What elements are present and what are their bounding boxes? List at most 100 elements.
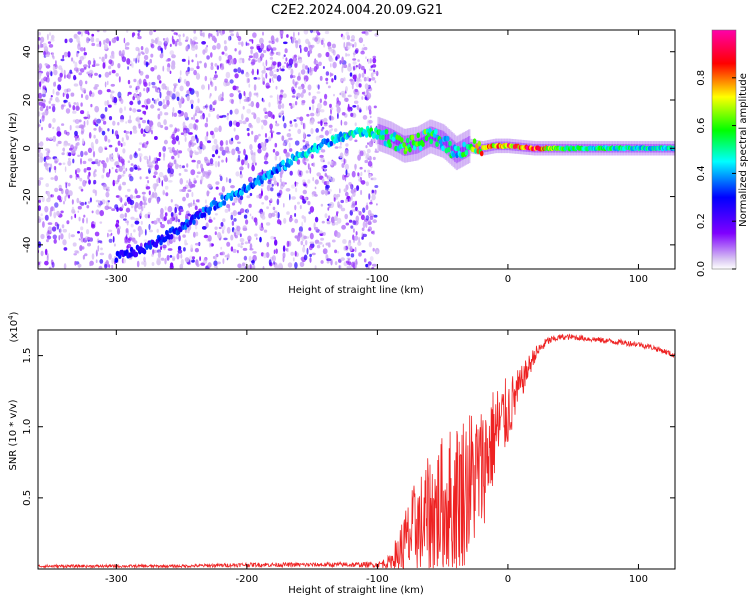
noise-dot <box>159 91 162 99</box>
signal-point <box>416 132 421 139</box>
noise-dot <box>360 171 363 177</box>
noise-dot <box>280 68 285 72</box>
noise-dot <box>62 54 65 59</box>
noise-dot <box>237 249 239 254</box>
noise-dot <box>94 117 97 123</box>
noise-dot <box>317 241 323 245</box>
noise-dot <box>268 102 271 108</box>
noise-dot <box>221 251 225 256</box>
noise-dot <box>124 212 127 218</box>
noise-dot <box>265 72 268 79</box>
signal-halo <box>654 149 657 153</box>
noise-dot <box>364 31 369 36</box>
noise-dot <box>261 69 266 74</box>
noise-dot <box>90 35 93 43</box>
signal-halo <box>602 141 606 144</box>
signal-halo <box>472 145 476 149</box>
signal-halo <box>449 157 452 165</box>
noise-dot <box>364 159 369 164</box>
signal-halo <box>585 152 588 156</box>
signal-halo <box>554 152 557 156</box>
noise-dot <box>45 148 50 152</box>
noise-dot <box>90 103 93 108</box>
noise-dot <box>225 177 228 183</box>
signal-halo <box>485 143 488 147</box>
noise-dot <box>133 58 135 62</box>
signal-halo <box>667 152 670 156</box>
noise-dot <box>368 193 371 200</box>
signal-halo <box>651 143 654 147</box>
noise-dot <box>97 200 101 204</box>
noise-dot <box>345 52 348 57</box>
noise-dot <box>151 81 156 86</box>
signal-halo <box>628 152 631 156</box>
signal-halo <box>534 141 537 144</box>
noise-dot <box>99 221 103 224</box>
signal-halo <box>399 153 402 161</box>
noise-dot <box>100 113 105 119</box>
noise-dot <box>299 205 302 210</box>
signal-halo <box>613 141 617 144</box>
y-tick-label: 1.0 <box>22 419 33 435</box>
noise-dot <box>89 197 92 203</box>
noise-dot <box>153 157 157 162</box>
signal-halo <box>444 139 447 147</box>
noise-dot <box>327 207 330 211</box>
signal-halo <box>634 141 637 144</box>
signal-halo <box>483 152 487 156</box>
noise-dot <box>127 201 131 205</box>
noise-dot <box>108 40 111 47</box>
noise-dot <box>226 146 229 152</box>
noise-dot <box>215 181 220 185</box>
signal-point <box>405 137 410 144</box>
noise-dot <box>102 183 108 190</box>
noise-dot <box>273 249 276 255</box>
noise-dot <box>133 78 137 83</box>
signal-halo <box>642 149 645 153</box>
noise-dot <box>157 45 162 51</box>
signal-halo <box>548 149 551 153</box>
noise-dot <box>185 80 190 87</box>
signal-halo <box>640 141 643 144</box>
noise-dot <box>263 50 267 53</box>
noise-dot <box>93 134 96 139</box>
noise-dot <box>372 247 375 252</box>
noise-dot <box>359 109 362 113</box>
signal-halo <box>400 127 404 135</box>
noise-dot <box>80 68 85 73</box>
noise-dot <box>39 141 44 147</box>
noise-dot <box>215 186 219 190</box>
noise-dot <box>237 243 241 247</box>
noise-dot <box>156 228 159 233</box>
noise-dot <box>361 227 365 232</box>
noise-dot <box>240 266 245 269</box>
noise-dot <box>312 95 317 100</box>
noise-dot <box>345 222 350 226</box>
noise-dot <box>350 253 355 258</box>
noise-dot <box>162 244 167 249</box>
noise-dot <box>219 146 224 152</box>
noise-dot <box>307 179 311 184</box>
noise-dot <box>372 55 377 59</box>
noise-dot <box>120 143 123 147</box>
noise-speckle <box>38 30 380 269</box>
noise-dot <box>116 228 121 235</box>
noise-dot <box>367 263 370 269</box>
noise-dot <box>279 156 281 162</box>
noise-dot <box>62 92 65 98</box>
noise-dot <box>277 61 280 68</box>
noise-dot <box>77 210 80 213</box>
x-tick-label: 100 <box>629 574 648 585</box>
signal-halo <box>396 124 399 132</box>
noise-dot <box>298 160 301 165</box>
noise-dot <box>282 245 286 253</box>
noise-dot <box>336 217 342 224</box>
noise-dot <box>42 89 46 94</box>
signal-halo <box>628 149 631 153</box>
noise-dot <box>90 141 94 149</box>
signal-halo <box>617 143 620 147</box>
signal-halo <box>485 152 488 155</box>
noise-dot <box>76 197 80 204</box>
signal-halo <box>538 152 541 156</box>
signal-halo <box>548 141 551 144</box>
